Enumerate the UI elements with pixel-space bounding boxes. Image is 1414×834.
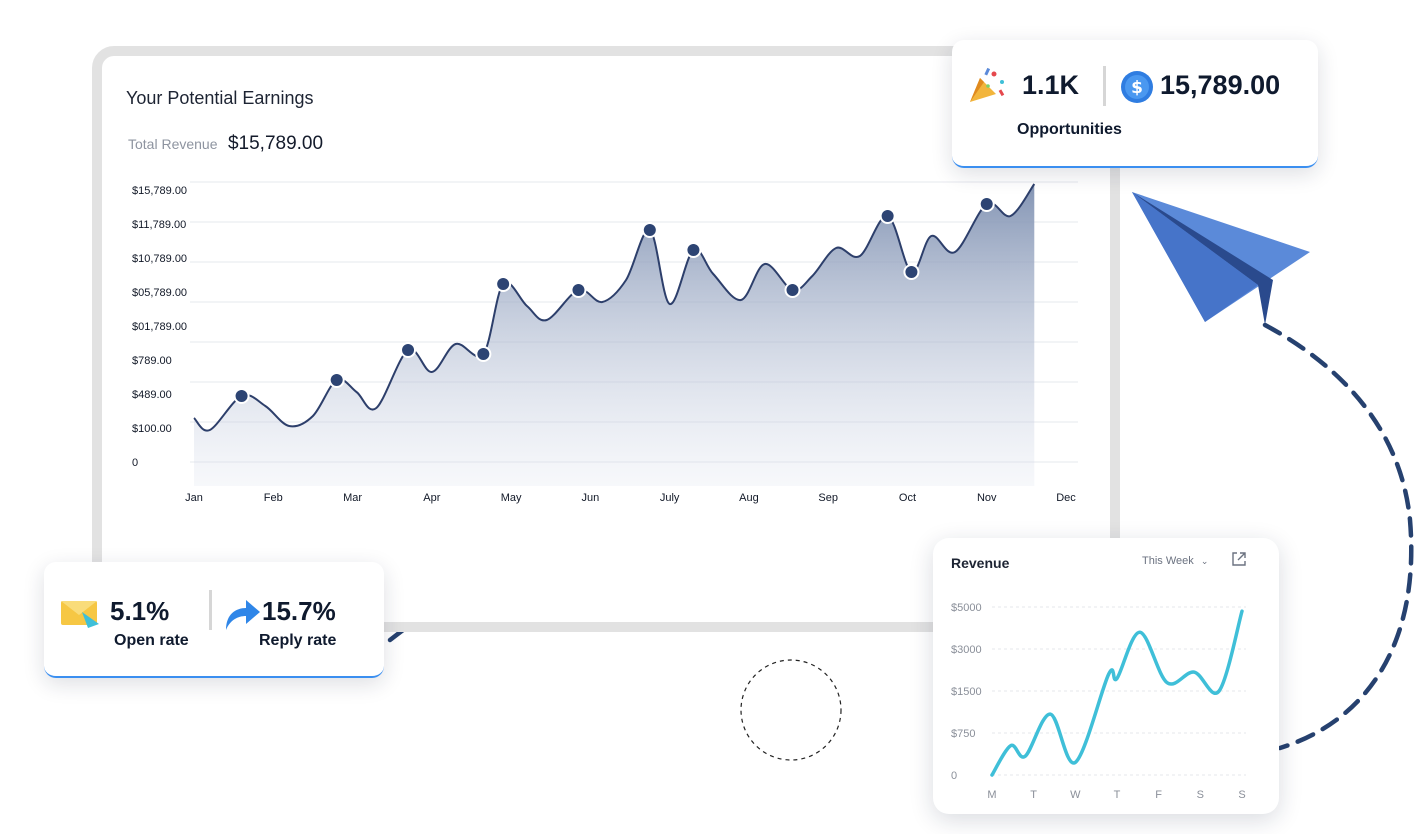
x-tick-label: Sep <box>818 492 838 504</box>
x-tick-label: Jan <box>185 492 203 504</box>
x-tick-label: Apr <box>423 492 440 504</box>
dashed-flight-path-right <box>1262 322 1414 751</box>
y-axis-ticks: 0 $750 $1500 $3000 $5000 <box>951 602 982 782</box>
x-tick-label: Dec <box>1056 492 1076 504</box>
opportunities-label: Opportunities <box>1017 121 1122 138</box>
x-axis-ticks: Jan Feb Mar Apr May Jun July Aug Sep Oct Nov Dec <box>185 492 1076 504</box>
data-point <box>475 346 492 362</box>
y-tick-label: 0 <box>951 770 957 782</box>
data-point <box>685 242 702 258</box>
y-tick-label: $05,789.00 <box>132 287 187 299</box>
x-tick-label: W <box>1070 789 1081 801</box>
y-tick-label: $10,789.00 <box>132 253 187 265</box>
y-tick-label: $15,789.00 <box>132 185 187 197</box>
data-point <box>903 264 920 280</box>
card-divider <box>1103 66 1106 106</box>
y-tick-label: $01,789.00 <box>132 321 187 333</box>
x-tick-label: T <box>1030 789 1037 801</box>
x-tick-label: Aug <box>739 492 759 504</box>
area-fill <box>194 184 1035 486</box>
data-point <box>233 388 250 404</box>
y-tick-label: $1500 <box>951 686 982 698</box>
panel-title: Your Potential Earnings <box>126 88 314 108</box>
data-point <box>570 282 587 298</box>
x-tick-label: Mar <box>343 492 362 504</box>
data-point <box>879 208 896 224</box>
earnings-area-chart: 0 $100.00 $489.00 $789.00 $01,789.00 $05,789.… <box>132 181 1078 504</box>
opportunities-card <box>952 40 1318 168</box>
external-link-icon[interactable] <box>1231 551 1247 567</box>
x-tick-label: S <box>1197 789 1204 801</box>
x-tick-label: M <box>987 789 996 801</box>
y-tick-label: $489.00 <box>132 389 172 401</box>
y-tick-label: $789.00 <box>132 355 172 367</box>
y-tick-label: $11,789.00 <box>132 219 186 231</box>
open-rate-value: 5.1% <box>110 596 170 626</box>
svg-text:$: $ <box>1131 78 1143 98</box>
weekly-line-chart: 0 $750 $1500 $3000 $5000 M T W T F S S <box>951 602 1246 801</box>
y-axis-ticks: 0 $100.00 $489.00 $789.00 $01,789.00 $05,789.… <box>132 185 187 469</box>
party-popper-icon <box>970 67 1005 102</box>
weekly-revenue-title: Revenue <box>951 555 1010 571</box>
data-point <box>978 196 995 212</box>
total-revenue: Total Revenue $15,789.00 <box>128 133 323 155</box>
data-point <box>641 222 658 238</box>
y-tick-label: 0 <box>132 457 138 469</box>
y-tick-label: $3000 <box>951 644 982 656</box>
y-tick-label: $5000 <box>951 602 982 614</box>
paper-plane-icon <box>1132 192 1310 325</box>
reply-rate-value: 15.7% <box>262 596 336 626</box>
x-tick-label: May <box>501 492 522 504</box>
x-tick-label: Feb <box>264 492 283 504</box>
card-divider <box>209 590 212 630</box>
chevron-down-icon: ⌄ <box>1200 556 1209 566</box>
data-point <box>495 276 512 292</box>
x-tick-label: Oct <box>899 492 916 504</box>
x-tick-label: F <box>1155 789 1162 801</box>
chart-grid <box>992 606 1246 776</box>
open-rate-label: Open rate <box>114 632 189 649</box>
data-point <box>400 342 417 358</box>
x-tick-label: July <box>660 492 680 504</box>
total-revenue-value: $15,789.00 <box>227 133 324 154</box>
reply-arrow-icon <box>226 600 260 630</box>
x-tick-label: T <box>1114 789 1121 801</box>
x-tick-label: Jun <box>581 492 599 504</box>
data-point <box>328 372 345 388</box>
reply-rate-label: Reply rate <box>259 632 337 649</box>
opportunities-amount: 15,789.00 <box>1160 70 1281 100</box>
y-tick-label: $750 <box>951 728 975 740</box>
x-tick-label: S <box>1238 789 1245 801</box>
y-tick-label: $100.00 <box>132 423 172 435</box>
series-line <box>990 609 1244 777</box>
x-tick-label: Nov <box>977 492 997 504</box>
dollar-coin-icon: $ <box>1121 71 1153 103</box>
period-dropdown[interactable]: This Week ⌄ <box>1142 555 1208 567</box>
email-rates-card <box>44 562 384 678</box>
data-point <box>784 282 801 298</box>
data-markers <box>233 196 995 404</box>
opportunities-count: 1.1K <box>1022 70 1080 100</box>
period-dropdown-label: This Week <box>1142 555 1194 567</box>
total-revenue-label: Total Revenue <box>128 136 218 152</box>
envelope-icon <box>61 601 99 628</box>
dashed-circle <box>740 659 842 761</box>
